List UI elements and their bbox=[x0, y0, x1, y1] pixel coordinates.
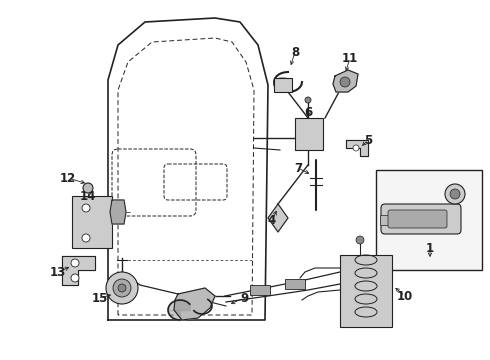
Circle shape bbox=[118, 284, 126, 292]
Text: 1: 1 bbox=[426, 242, 434, 255]
Text: 15: 15 bbox=[92, 292, 108, 305]
Circle shape bbox=[305, 97, 311, 103]
FancyBboxPatch shape bbox=[274, 78, 292, 92]
Text: 12: 12 bbox=[60, 171, 76, 185]
Circle shape bbox=[450, 189, 460, 199]
Text: 10: 10 bbox=[397, 289, 413, 302]
Polygon shape bbox=[346, 140, 368, 156]
Text: 8: 8 bbox=[291, 45, 299, 59]
Text: 13: 13 bbox=[50, 266, 66, 279]
FancyBboxPatch shape bbox=[388, 210, 447, 228]
Polygon shape bbox=[174, 288, 215, 320]
Circle shape bbox=[113, 279, 131, 297]
Bar bbox=[72, 196, 112, 248]
Circle shape bbox=[82, 234, 90, 242]
Circle shape bbox=[71, 274, 79, 282]
Text: 4: 4 bbox=[268, 213, 276, 226]
FancyBboxPatch shape bbox=[380, 215, 392, 225]
Polygon shape bbox=[333, 70, 358, 92]
Bar bbox=[340, 255, 392, 327]
Text: 5: 5 bbox=[364, 134, 372, 147]
Circle shape bbox=[83, 183, 93, 193]
Circle shape bbox=[445, 184, 465, 204]
Text: 2: 2 bbox=[384, 221, 392, 234]
Text: 7: 7 bbox=[294, 162, 302, 175]
Circle shape bbox=[106, 272, 138, 304]
Bar bbox=[250, 285, 270, 295]
Text: 11: 11 bbox=[342, 51, 358, 64]
Polygon shape bbox=[62, 256, 95, 285]
Polygon shape bbox=[110, 200, 126, 224]
Text: 14: 14 bbox=[80, 189, 96, 202]
Circle shape bbox=[340, 77, 350, 87]
Text: 6: 6 bbox=[304, 105, 312, 118]
Bar bbox=[295, 118, 323, 150]
Text: 9: 9 bbox=[240, 292, 248, 305]
FancyBboxPatch shape bbox=[381, 204, 461, 234]
Text: 3: 3 bbox=[451, 189, 459, 202]
Circle shape bbox=[82, 204, 90, 212]
Circle shape bbox=[353, 145, 359, 151]
Circle shape bbox=[71, 259, 79, 267]
Bar bbox=[376, 170, 482, 270]
Bar bbox=[285, 279, 305, 289]
Circle shape bbox=[356, 236, 364, 244]
Polygon shape bbox=[268, 204, 288, 232]
